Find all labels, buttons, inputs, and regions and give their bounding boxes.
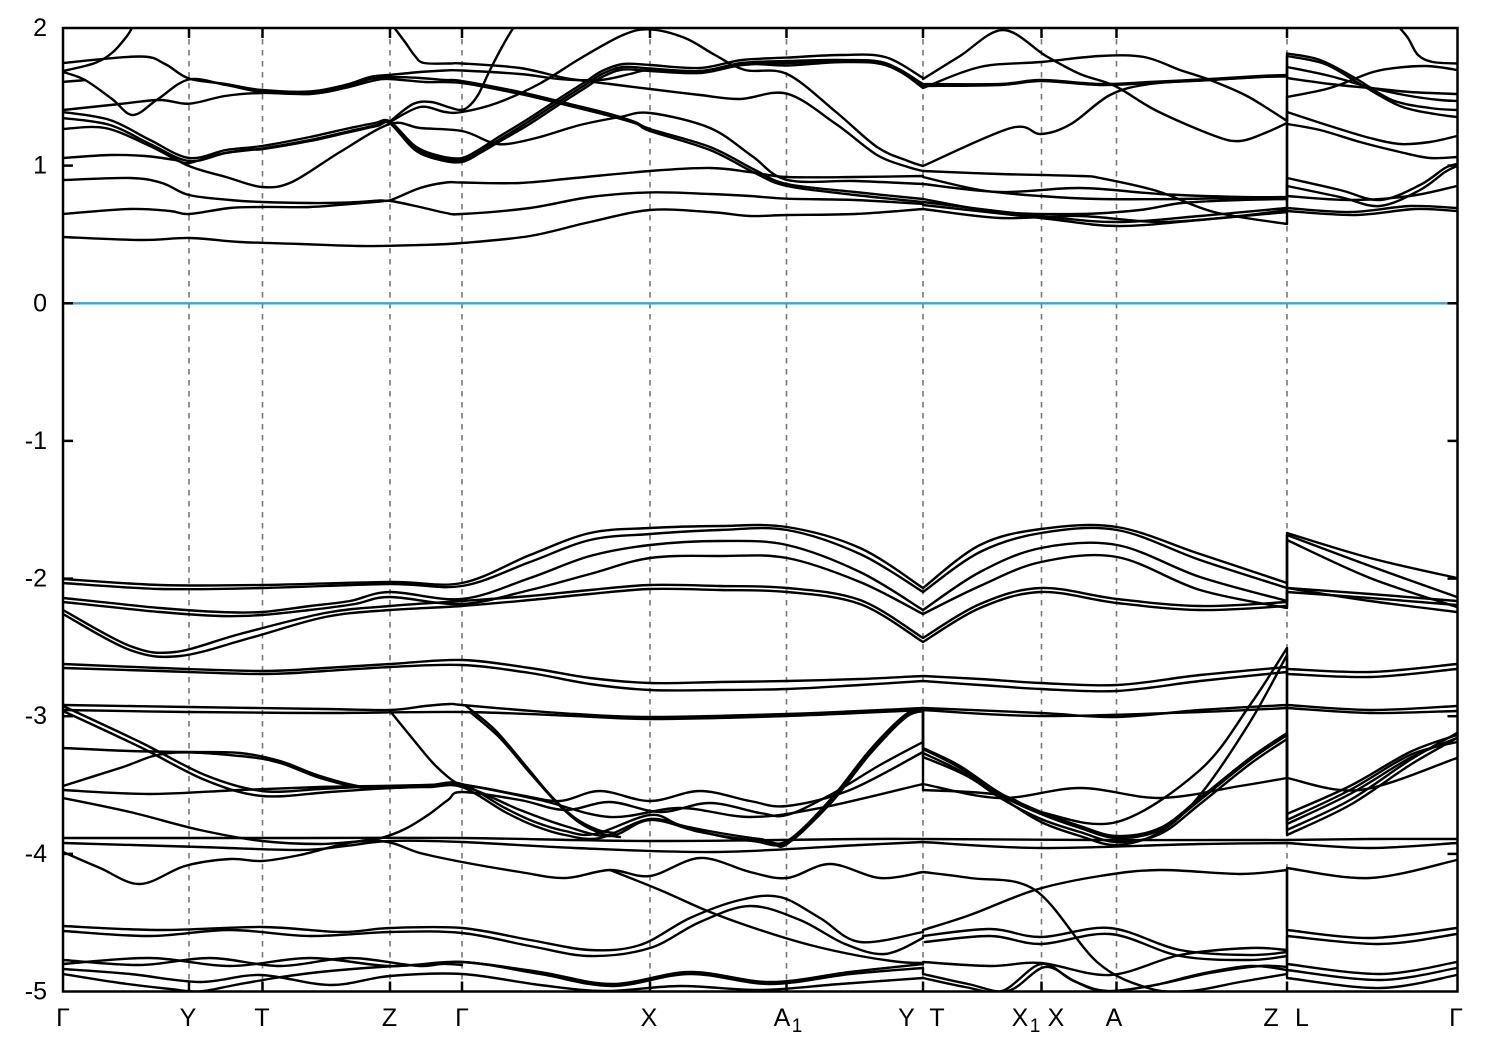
svg-text:Γ: Γ — [56, 1004, 70, 1032]
svg-text:-4: -4 — [25, 840, 47, 868]
svg-text:Γ: Γ — [455, 1004, 469, 1032]
svg-text:X: X — [1012, 1004, 1029, 1032]
svg-text:A: A — [774, 1004, 791, 1032]
svg-text:0: 0 — [33, 289, 47, 317]
svg-text:-1: -1 — [25, 427, 47, 455]
svg-text:1: 1 — [792, 1016, 803, 1037]
svg-text:Z: Z — [1263, 1004, 1278, 1032]
svg-text:1: 1 — [33, 152, 47, 180]
svg-text:Γ: Γ — [1449, 1004, 1463, 1032]
svg-text:A: A — [1106, 1004, 1123, 1032]
svg-text:Z: Z — [382, 1004, 397, 1032]
svg-text:Y: Y — [898, 1004, 915, 1032]
svg-text:1: 1 — [1030, 1016, 1041, 1037]
svg-text:X: X — [1048, 1004, 1065, 1032]
svg-text:T: T — [929, 1004, 944, 1032]
svg-text:L: L — [1295, 1004, 1309, 1032]
svg-text:-5: -5 — [25, 978, 47, 1006]
svg-text:T: T — [254, 1004, 269, 1032]
svg-text:-2: -2 — [25, 565, 47, 593]
svg-text:2: 2 — [33, 14, 47, 42]
svg-text:X: X — [641, 1004, 658, 1032]
svg-text:Y: Y — [180, 1004, 197, 1032]
svg-text:-3: -3 — [25, 702, 47, 730]
